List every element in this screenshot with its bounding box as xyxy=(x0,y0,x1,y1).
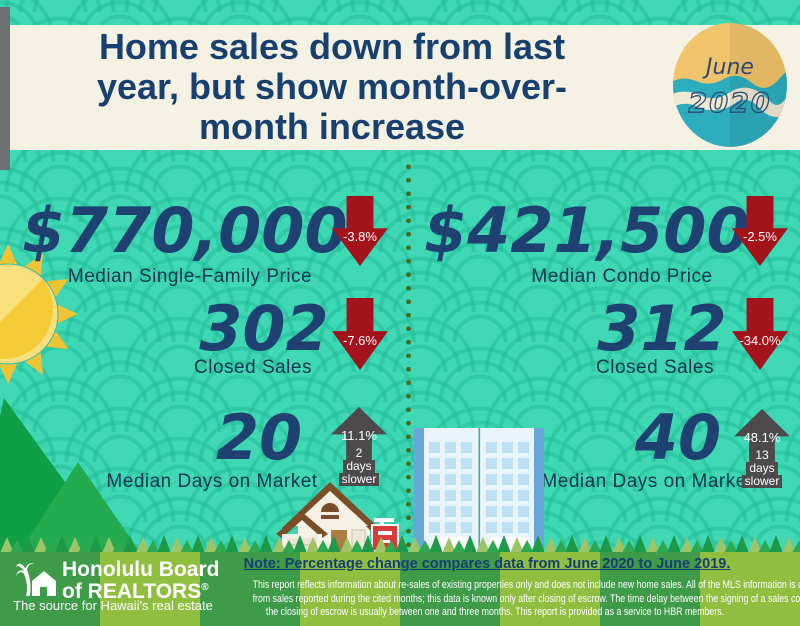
condo-closed-sales-value: 312 xyxy=(597,292,727,365)
single-family-closed-sales-change: -7.6% xyxy=(343,333,377,348)
single-family-price-change: -3.8% xyxy=(343,229,377,244)
condo-days-change: 48.1% xyxy=(743,430,781,445)
logo-name-line1: Honolulu Board xyxy=(62,558,220,581)
svg-text:June: June xyxy=(702,55,754,80)
badge-sun-wave-icon: June 2020 xyxy=(673,23,787,147)
title-line-3: month increase xyxy=(198,106,466,147)
page-title: Home sales down from last year, but show… xyxy=(22,27,642,147)
grass-icon xyxy=(0,535,800,553)
svg-text:2020: 2020 xyxy=(688,88,771,119)
header-band xyxy=(0,25,800,150)
sun-icon xyxy=(0,244,78,384)
footer-band xyxy=(0,552,800,626)
condo-closed-sales-down-arrow-icon: -34.0% xyxy=(732,298,788,370)
condo-building-icon xyxy=(414,428,544,554)
registered-mark: ® xyxy=(201,582,209,593)
single-family-closed-sales-label: Closed Sales xyxy=(194,357,312,378)
condo-price-down-arrow-icon: -2.5% xyxy=(732,196,788,266)
single-family-price-label: Median Single-Family Price xyxy=(67,266,313,287)
month-badge: June 2020 xyxy=(672,22,788,153)
title-line-2: year, but show month-over- xyxy=(96,66,568,107)
condo-price-change: -2.5% xyxy=(743,229,777,244)
single-family-days-value: 20 xyxy=(215,401,303,474)
single-family-closed-sales-down-arrow-icon: -7.6% xyxy=(332,298,388,370)
logo-text: Honolulu Board of REALTORS® xyxy=(62,558,220,603)
disclaimer-text: This report reflects information about r… xyxy=(252,579,800,618)
single-family-closed-sales-value: 302 xyxy=(199,292,329,365)
condo-days-value: 40 xyxy=(634,401,722,474)
hbr-logo-icon xyxy=(16,563,56,596)
logo-name-line2: of REALTORS® xyxy=(62,580,209,603)
condo-closed-sales-label: Closed Sales xyxy=(596,357,714,378)
single-family-price-value: $770,000 xyxy=(22,194,348,267)
condo-days-label: Median Days on Market xyxy=(541,471,753,492)
left-edge-strip xyxy=(0,7,10,170)
single-family-price-down-arrow-icon: -3.8% xyxy=(332,196,388,266)
title-line-1: Home sales down from last xyxy=(98,26,566,67)
dotted-divider xyxy=(405,160,412,560)
condo-price-value: $421,500 xyxy=(424,194,750,267)
comparison-note: Note: Percentage change compares data fr… xyxy=(243,556,731,572)
single-family-days-change: 11.1% xyxy=(341,428,377,443)
single-family-days-note: 2 days slower xyxy=(331,447,387,486)
condo-price-label: Median Condo Price xyxy=(531,266,713,287)
single-family-days-up-arrow-icon: 11.1% 2 days slower xyxy=(331,407,387,486)
condo-closed-sales-change: -34.0% xyxy=(739,333,781,348)
condo-days-note: 13 days slower xyxy=(734,449,790,488)
mountains-icon xyxy=(0,398,142,555)
single-family-days-label: Median Days on Market xyxy=(106,471,318,492)
logo-tagline: The source for Hawaii's real estate xyxy=(13,598,213,613)
condo-days-up-arrow-icon: 48.1% 13 days slower xyxy=(734,409,790,488)
